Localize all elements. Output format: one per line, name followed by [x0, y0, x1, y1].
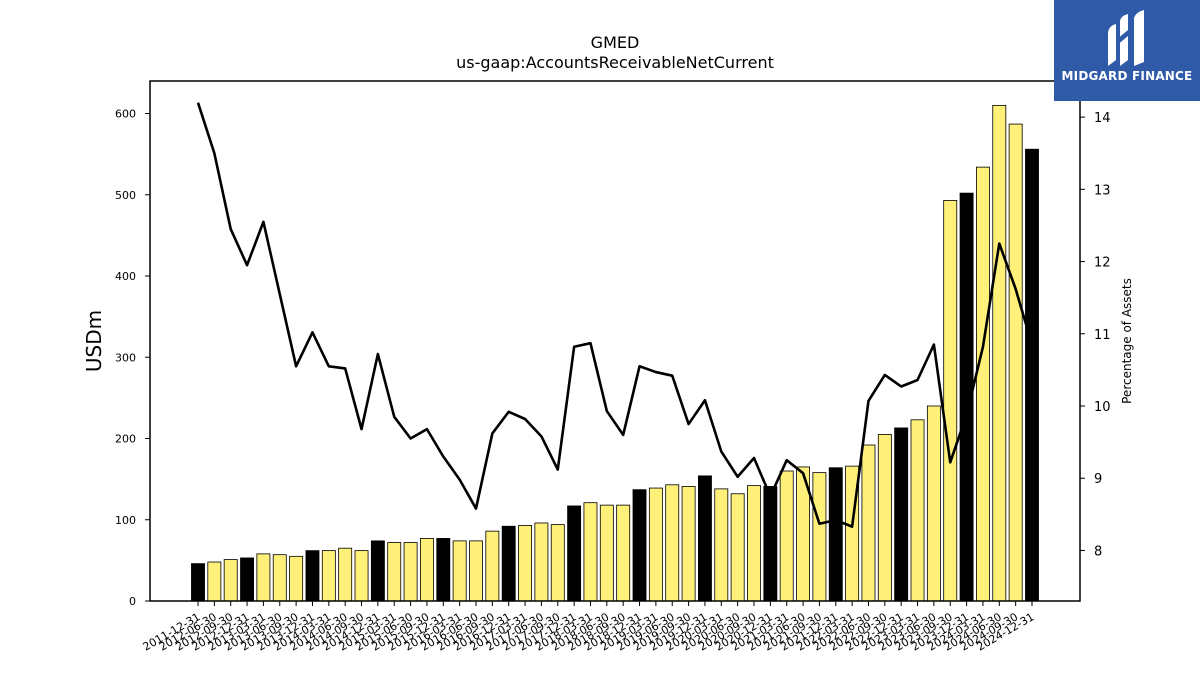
- bar-2022-09-30: [877, 434, 892, 602]
- y-tick-label: 0: [129, 595, 136, 608]
- line-layer: [196, 102, 1034, 528]
- logo-text: MIDGARD FINANCE: [1061, 69, 1193, 83]
- bar-2022-06-30: [861, 444, 876, 602]
- bar-2016-12-31: [501, 525, 516, 602]
- bar-2019-03-31: [648, 487, 663, 602]
- bar-2021-12-31: [828, 467, 843, 602]
- bar-2020-06-30: [730, 493, 745, 602]
- bar-2016-06-30: [469, 540, 483, 602]
- bar-2017-09-30: [550, 524, 565, 602]
- bar-2015-06-30: [403, 542, 418, 602]
- bar-2012-12-31: [240, 557, 255, 602]
- bar-2019-09-30: [681, 486, 696, 602]
- y2-tick-label: 11: [1094, 328, 1111, 343]
- bar-2023-06-30: [926, 405, 941, 602]
- bar-2021-03-31: [779, 470, 794, 602]
- y2-tick-label: 8: [1094, 544, 1102, 559]
- bar-2012-06-30: [207, 561, 222, 602]
- bar-2018-03-31: [583, 502, 598, 602]
- bar-2024-12-31: [1025, 148, 1039, 602]
- bar-2016-09-30: [485, 530, 500, 602]
- bar-2016-03-31: [452, 540, 467, 602]
- y2-tick-label: 14: [1094, 111, 1111, 126]
- bar-2017-06-30: [534, 522, 549, 602]
- y-tick-label: 500: [115, 189, 136, 202]
- y2-tick-label: 10: [1094, 400, 1111, 415]
- bar-2011-12-31: [191, 563, 205, 602]
- bar-2023-03-31: [910, 419, 925, 602]
- bar-2014-06-30: [338, 547, 353, 602]
- bar-2019-06-30: [665, 484, 680, 602]
- plot-frame: [149, 80, 1081, 602]
- midgard-finance-logo: MIDGARD FINANCE: [1054, 0, 1200, 101]
- bar-2024-03-31: [976, 166, 990, 602]
- bar-2020-03-31: [714, 488, 729, 602]
- chart-title: GMED: [591, 33, 640, 52]
- y-tick-label: 200: [115, 433, 136, 446]
- midgard-logo-icon: [1108, 10, 1144, 66]
- bar-2018-12-31: [632, 489, 647, 602]
- bar-2020-09-30: [747, 485, 761, 602]
- bars-layer: [191, 104, 1039, 602]
- bar-2015-12-31: [436, 538, 451, 602]
- y-tick-label: 300: [115, 351, 136, 364]
- bar-2014-09-30: [354, 550, 369, 602]
- y-axis-label: USDm: [82, 310, 106, 372]
- bar-2013-06-30: [272, 554, 287, 602]
- bar-2015-09-30: [419, 538, 434, 602]
- chart-subtitle: us-gaap:AccountsReceivableNetCurrent: [456, 53, 774, 72]
- bar-2013-09-30: [289, 555, 304, 602]
- bar-2015-03-31: [387, 542, 402, 602]
- bar-2018-06-30: [599, 504, 614, 602]
- y-tick-label: 600: [115, 108, 136, 121]
- bar-2013-12-31: [305, 550, 320, 602]
- bar-2024-09-30: [1008, 123, 1023, 602]
- bar-2017-03-31: [518, 525, 533, 602]
- y2-tick-label: 9: [1094, 472, 1102, 487]
- bar-2021-09-30: [812, 472, 827, 602]
- bar-2013-03-31: [256, 553, 271, 602]
- bar-2014-12-31: [370, 540, 385, 602]
- axes-layer: 01002003004005006008910111213142011-12-3…: [115, 80, 1111, 654]
- y2-axis-label: Percentage of Assets: [1120, 278, 1134, 404]
- y-tick-label: 400: [115, 270, 136, 283]
- y2-tick-label: 13: [1094, 183, 1111, 198]
- bar-2024-06-30: [992, 104, 1007, 602]
- bar-2018-09-30: [616, 504, 631, 602]
- bar-2017-12-31: [567, 505, 582, 602]
- bar-2014-03-31: [321, 550, 336, 602]
- bar-2012-09-30: [223, 559, 238, 602]
- y-tick-label: 100: [115, 514, 136, 527]
- bar-2023-09-30: [943, 200, 958, 602]
- bar-2019-12-31: [698, 475, 712, 602]
- bar-2022-12-31: [894, 427, 909, 602]
- percent-of-assets-line: [196, 102, 1034, 528]
- y2-tick-label: 12: [1094, 256, 1111, 271]
- bar-2020-12-31: [763, 486, 778, 602]
